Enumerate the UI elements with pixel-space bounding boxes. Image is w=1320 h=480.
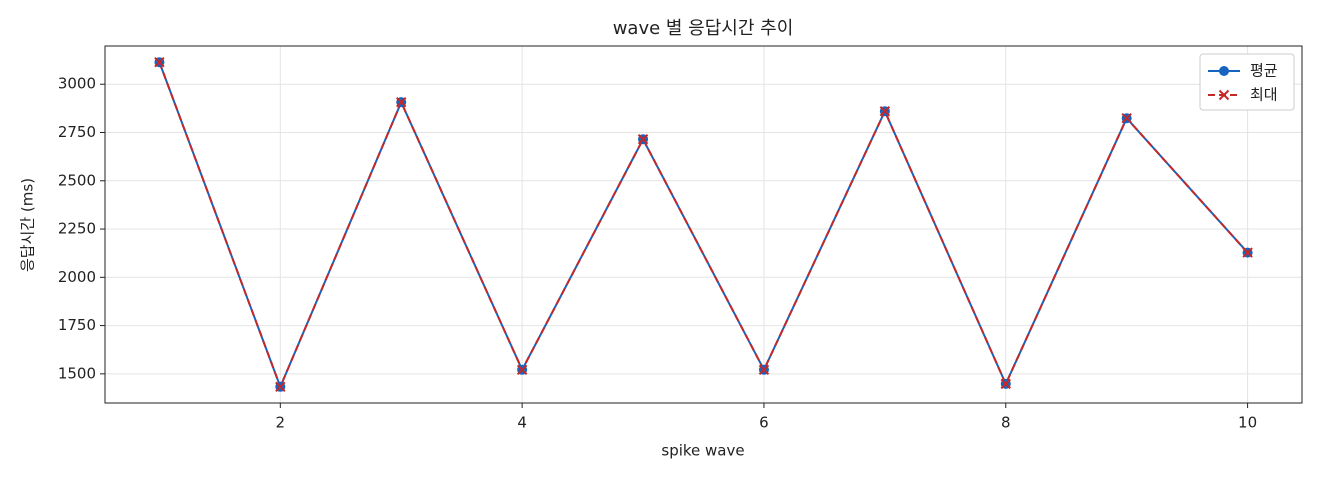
x-tick-label: 4 [517, 414, 527, 432]
y-tick-label: 2000 [58, 268, 96, 286]
x-tick-label: 2 [276, 414, 286, 432]
series-line [158, 61, 1249, 390]
legend-label: 평균 [1250, 62, 1278, 80]
point-marker [516, 364, 528, 375]
legend-marker [1219, 66, 1229, 76]
point-marker [879, 106, 891, 117]
y-tick-label: 2250 [58, 220, 96, 238]
legend-marker [1218, 89, 1230, 101]
y-axis-label: 응답시간 (ms) [19, 178, 37, 272]
y-tick-label: 1750 [58, 316, 96, 334]
point-marker [154, 57, 165, 68]
x-tick-label: 10 [1238, 414, 1257, 432]
point-marker [275, 381, 286, 392]
point-marker [396, 96, 407, 108]
y-tick-label: 1500 [58, 364, 96, 382]
series-line [158, 61, 1249, 390]
y-tick-label: 2750 [58, 123, 96, 141]
x-axis-label: spike wave [661, 442, 744, 460]
y-tick-label: 3000 [58, 75, 96, 93]
legend-label: 최대 [1250, 86, 1278, 104]
y-tick-label: 2500 [58, 171, 96, 189]
x-tick-label: 6 [759, 414, 769, 432]
point-marker [1242, 247, 1253, 258]
chart-title: wave 별 응답시간 추이 [613, 18, 794, 39]
point-marker [1121, 113, 1132, 124]
legend-box [1199, 53, 1295, 111]
point-marker [637, 134, 649, 145]
x-tick-label: 8 [1001, 414, 1011, 432]
point-marker [1000, 378, 1011, 390]
point-marker [758, 364, 770, 375]
plot-frame [104, 45, 1303, 404]
